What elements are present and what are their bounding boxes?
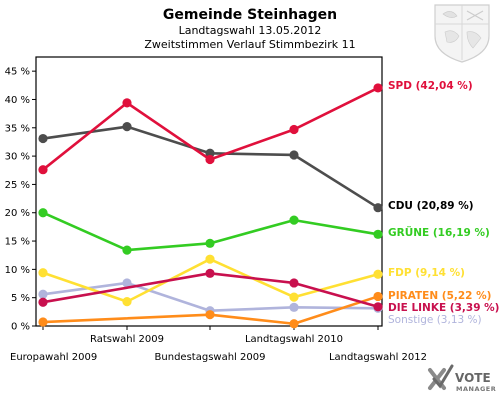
data-point <box>205 238 215 248</box>
coat-of-arms-icon <box>434 4 490 63</box>
data-point <box>373 229 383 239</box>
data-point <box>205 254 215 264</box>
y-tick-label: 5 % <box>11 293 30 304</box>
chart-title: Gemeinde Steinhagen <box>163 7 337 23</box>
checkmark-x-icon <box>428 364 454 390</box>
x-tick-label: Landtagswahl 2012 <box>329 352 427 363</box>
data-point <box>205 268 215 278</box>
y-tick-label: 0 % <box>11 322 30 333</box>
series-label: PIRATEN (5,22 %) <box>388 290 491 302</box>
x-tick-label: Europawahl 2009 <box>10 352 97 363</box>
brand-line-2: MANAGER <box>456 385 496 393</box>
data-point <box>122 122 132 132</box>
x-tick-label: Bundestagswahl 2009 <box>155 352 266 363</box>
data-point <box>38 297 48 307</box>
series-spd <box>38 83 383 175</box>
data-point <box>289 302 299 312</box>
data-point <box>373 302 383 312</box>
chart-subtitle-2: Zweitstimmen Verlauf Stimmbezirk 11 <box>144 38 355 51</box>
y-tick-label: 10 % <box>5 265 30 276</box>
data-point <box>289 150 299 160</box>
series-label: CDU (20,89 %) <box>388 200 474 212</box>
y-tick-label: 20 % <box>5 208 30 219</box>
series-gr-ne <box>38 208 383 255</box>
y-tick-label: 45 % <box>5 67 30 78</box>
data-point <box>205 154 215 165</box>
data-point <box>289 124 299 135</box>
series-label: DIE LINKE (3,39 %) <box>388 302 499 314</box>
brand-line-1: VOTE <box>455 371 491 385</box>
x-axis: Europawahl 2009 Ratswahl 2009 Bundestagswa… <box>10 326 427 363</box>
series-group <box>38 83 383 329</box>
data-point <box>373 291 383 302</box>
series-line <box>42 272 379 309</box>
data-point <box>38 268 48 278</box>
data-point <box>38 133 48 144</box>
votemanager-logo: VOTE MANAGER <box>428 364 496 393</box>
series-label: FDP (9,14 %) <box>388 267 465 279</box>
x-tick-label: Ratswahl 2009 <box>90 334 164 345</box>
data-point <box>373 269 383 279</box>
series-label: SPD (42,04 %) <box>388 80 473 92</box>
series-label: GRÜNE (16,19 %) <box>388 225 490 239</box>
chart-subtitle-1: Landtagswahl 13.05.2012 <box>179 24 322 37</box>
y-tick-label: 15 % <box>5 237 30 248</box>
data-point <box>373 203 383 213</box>
plot-area <box>35 56 383 327</box>
series-line <box>42 295 379 326</box>
data-point <box>122 245 132 255</box>
series-labels: Sonstige (3,13 %) FDP (9,14 %) PIRATEN (5,… <box>388 80 499 326</box>
series-label: Sonstige (3,13 %) <box>388 314 482 326</box>
x-tick-label: Landtagswahl 2010 <box>245 334 343 345</box>
y-tick-label: 40 % <box>5 95 30 106</box>
y-tick-label: 35 % <box>5 123 30 134</box>
y-tick-label: 25 % <box>5 180 30 191</box>
data-point <box>122 98 132 108</box>
data-point <box>38 317 48 327</box>
y-tick-label: 30 % <box>5 152 30 163</box>
data-point <box>122 297 132 307</box>
data-point <box>373 83 383 93</box>
data-point <box>205 310 215 320</box>
data-point <box>289 278 299 288</box>
series-piraten <box>38 291 383 329</box>
data-point <box>122 278 132 288</box>
data-point <box>38 208 48 218</box>
series-die-linke <box>38 268 383 312</box>
data-point <box>38 289 48 299</box>
y-axis: 0 % 5 % 10 % 15 % 20 % 25 % 30 % 35 % 40 % 45 % <box>5 67 36 333</box>
data-point <box>38 165 48 175</box>
data-point <box>289 319 299 329</box>
data-point <box>289 215 299 225</box>
data-point <box>289 292 299 302</box>
